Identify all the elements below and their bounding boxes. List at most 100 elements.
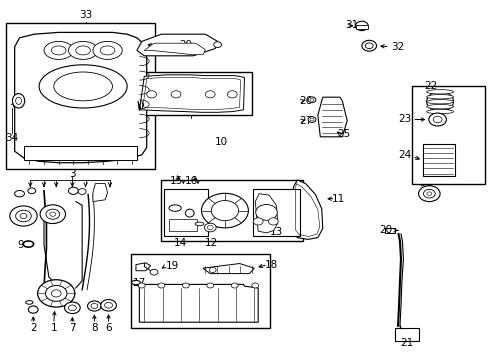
Circle shape xyxy=(10,206,37,226)
Text: 17: 17 xyxy=(132,278,146,288)
Polygon shape xyxy=(139,284,258,322)
Circle shape xyxy=(150,269,158,275)
Circle shape xyxy=(268,218,278,225)
Circle shape xyxy=(201,193,248,228)
Polygon shape xyxy=(203,264,254,274)
Ellipse shape xyxy=(426,99,453,104)
Circle shape xyxy=(68,187,78,194)
Text: 6: 6 xyxy=(105,323,112,333)
Circle shape xyxy=(138,283,145,288)
Text: 3: 3 xyxy=(69,168,76,179)
Circle shape xyxy=(251,283,258,288)
Text: 26: 26 xyxy=(299,96,312,106)
Text: 13: 13 xyxy=(269,227,283,237)
Text: 2: 2 xyxy=(30,323,37,333)
Ellipse shape xyxy=(426,95,453,99)
Circle shape xyxy=(51,290,61,297)
Polygon shape xyxy=(93,184,107,202)
Circle shape xyxy=(204,223,216,232)
Circle shape xyxy=(68,305,76,311)
Polygon shape xyxy=(137,34,217,56)
Bar xyxy=(6,23,155,169)
Ellipse shape xyxy=(16,97,21,104)
Text: 14: 14 xyxy=(173,238,186,248)
Circle shape xyxy=(46,209,60,219)
Bar xyxy=(253,189,299,236)
Polygon shape xyxy=(136,263,150,271)
Circle shape xyxy=(428,113,446,126)
Circle shape xyxy=(206,283,213,288)
Ellipse shape xyxy=(170,221,177,225)
Text: 20: 20 xyxy=(379,225,392,235)
Bar xyxy=(132,72,251,115)
Circle shape xyxy=(64,302,80,314)
Text: 24: 24 xyxy=(397,150,411,160)
Polygon shape xyxy=(138,75,244,112)
Circle shape xyxy=(309,118,313,121)
Circle shape xyxy=(50,212,56,216)
Text: 25: 25 xyxy=(336,129,350,139)
Ellipse shape xyxy=(76,46,90,55)
Ellipse shape xyxy=(54,72,112,101)
Circle shape xyxy=(227,91,237,98)
Ellipse shape xyxy=(426,104,453,109)
Circle shape xyxy=(209,267,216,273)
Text: 9: 9 xyxy=(17,240,24,250)
Circle shape xyxy=(91,303,98,309)
Polygon shape xyxy=(255,194,277,233)
Ellipse shape xyxy=(426,90,453,94)
Circle shape xyxy=(104,302,112,308)
Circle shape xyxy=(38,280,75,307)
Circle shape xyxy=(171,91,181,98)
Ellipse shape xyxy=(25,301,33,304)
Text: 27: 27 xyxy=(299,116,312,126)
Bar xyxy=(163,189,207,236)
Ellipse shape xyxy=(426,109,453,114)
Circle shape xyxy=(426,192,431,195)
Text: 34: 34 xyxy=(5,132,19,143)
Circle shape xyxy=(20,213,27,219)
Circle shape xyxy=(423,189,434,198)
Circle shape xyxy=(418,186,439,202)
Text: 28: 28 xyxy=(418,185,431,195)
Polygon shape xyxy=(15,32,146,163)
Circle shape xyxy=(28,188,36,194)
Text: 16: 16 xyxy=(184,176,198,186)
Bar xyxy=(355,25,367,29)
Text: 29: 29 xyxy=(179,40,192,50)
Text: 32: 32 xyxy=(390,42,404,52)
Circle shape xyxy=(365,43,372,49)
Circle shape xyxy=(432,116,441,123)
Ellipse shape xyxy=(100,46,115,55)
Ellipse shape xyxy=(169,205,181,211)
Circle shape xyxy=(28,306,38,313)
Ellipse shape xyxy=(68,41,98,59)
Ellipse shape xyxy=(185,209,194,217)
Circle shape xyxy=(16,210,31,222)
Circle shape xyxy=(101,300,116,311)
Circle shape xyxy=(253,218,263,225)
Text: 19: 19 xyxy=(165,261,179,271)
Bar xyxy=(161,180,303,241)
Circle shape xyxy=(307,97,315,103)
Ellipse shape xyxy=(44,41,73,59)
Text: 15: 15 xyxy=(169,176,183,186)
Circle shape xyxy=(182,283,189,288)
Polygon shape xyxy=(24,146,137,160)
Ellipse shape xyxy=(131,280,140,285)
Circle shape xyxy=(158,283,164,288)
Text: 23: 23 xyxy=(397,114,411,124)
Circle shape xyxy=(207,225,213,230)
Circle shape xyxy=(87,301,101,311)
Ellipse shape xyxy=(93,41,122,59)
Ellipse shape xyxy=(23,241,34,247)
Ellipse shape xyxy=(195,222,203,226)
Text: 4: 4 xyxy=(16,213,23,223)
Polygon shape xyxy=(293,180,322,239)
Ellipse shape xyxy=(12,94,24,108)
Bar xyxy=(422,144,454,176)
Polygon shape xyxy=(385,228,394,233)
Circle shape xyxy=(255,204,277,220)
Ellipse shape xyxy=(15,190,24,197)
Circle shape xyxy=(211,201,238,221)
